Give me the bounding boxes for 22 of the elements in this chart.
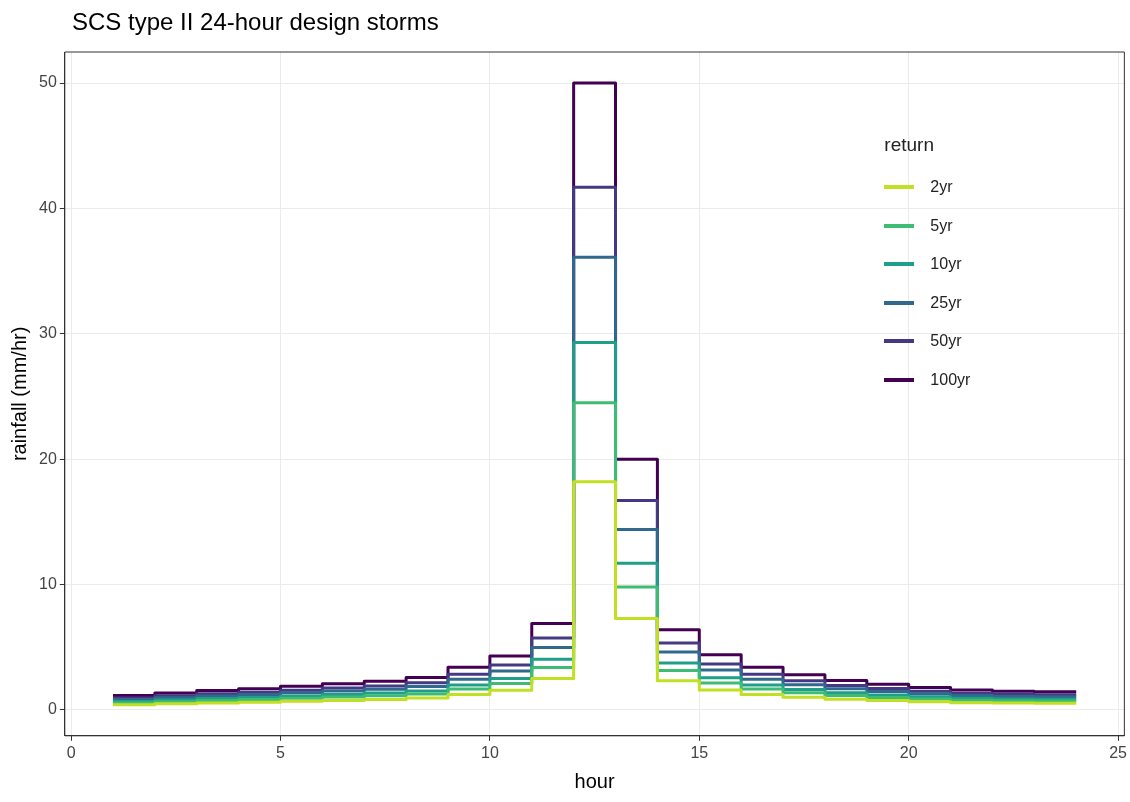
y-axis-title: rainfall (mm/hr) (7, 326, 30, 462)
y-tick-label: 10 (39, 575, 57, 592)
y-tick-label: 40 (39, 198, 57, 216)
y-tick-label: 50 (39, 73, 57, 91)
x-tick-label: 20 (899, 743, 918, 761)
y-tick-label: 30 (39, 324, 57, 342)
chart-title: SCS type II 24-hour design storms (72, 8, 439, 36)
x-tick-label: 10 (480, 743, 499, 761)
x-tick-label: 0 (66, 743, 76, 761)
x-tick-label: 15 (690, 743, 709, 761)
y-tick-label: 0 (47, 700, 57, 718)
legend-label: 5yr (930, 216, 953, 235)
y-tick-label: 20 (39, 449, 57, 467)
legend-label: 2yr (930, 178, 953, 197)
legend-label: 25yr (930, 293, 962, 312)
legend-label: 10yr (930, 255, 962, 274)
legend-title: return (884, 134, 935, 156)
x-tick-label: 25 (1109, 743, 1128, 761)
x-axis-title: hour (574, 769, 615, 792)
legend-label: 100yr (930, 370, 971, 389)
x-tick-label: 5 (276, 743, 286, 761)
legend-label: 50yr (930, 332, 962, 351)
